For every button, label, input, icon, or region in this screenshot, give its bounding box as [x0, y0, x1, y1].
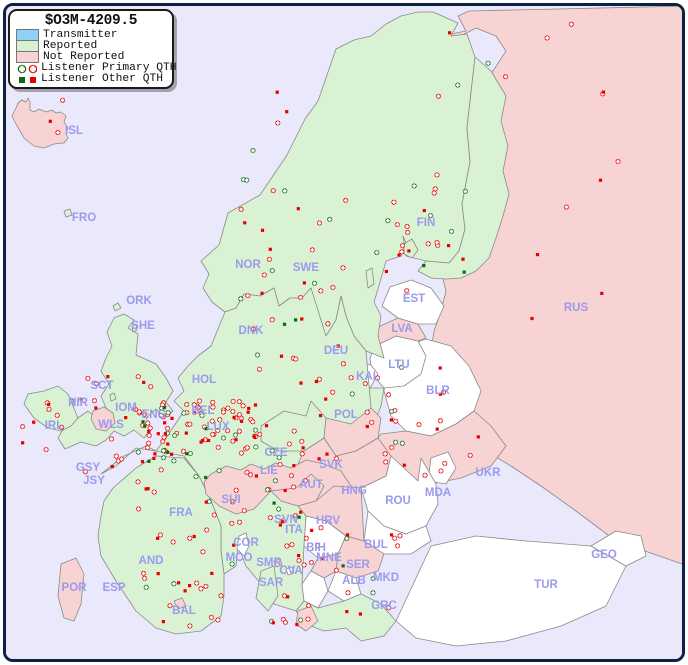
svg-text:SUI: SUI	[221, 494, 240, 506]
svg-text:MDA: MDA	[425, 487, 451, 499]
svg-text:GEO: GEO	[591, 549, 617, 561]
svg-text:COR: COR	[233, 537, 259, 549]
svg-text:BLR: BLR	[426, 385, 450, 397]
svg-text:IOM: IOM	[115, 402, 137, 414]
svg-text:HOL: HOL	[192, 374, 216, 386]
svg-text:FRA: FRA	[169, 507, 193, 519]
svg-text:IRL: IRL	[45, 420, 64, 432]
svg-text:ENG: ENG	[142, 409, 167, 421]
svg-text:DNK: DNK	[239, 325, 265, 337]
svg-text:MNE: MNE	[316, 552, 342, 564]
svg-text:ROU: ROU	[385, 495, 411, 507]
svg-text:LTU: LTU	[388, 359, 410, 371]
svg-text:FIN: FIN	[417, 217, 436, 229]
svg-text:SCT: SCT	[91, 380, 114, 392]
svg-text:BEL: BEL	[192, 405, 215, 417]
svg-text:ESP: ESP	[102, 582, 125, 594]
svg-text:BUL: BUL	[364, 539, 388, 551]
svg-text:EST: EST	[403, 293, 425, 305]
svg-text:SAR: SAR	[259, 577, 284, 589]
svg-text:MCO: MCO	[226, 552, 253, 564]
svg-text:ISL: ISL	[65, 125, 83, 137]
svg-text:MKD: MKD	[373, 572, 399, 584]
svg-text:POL: POL	[334, 409, 358, 421]
svg-text:AND: AND	[139, 555, 164, 567]
svg-text:SER: SER	[346, 559, 370, 571]
svg-text:SHE: SHE	[131, 320, 155, 332]
svg-text:LIE: LIE	[260, 465, 278, 477]
svg-text:AUT: AUT	[299, 479, 323, 491]
svg-text:ALB: ALB	[342, 575, 366, 587]
svg-text:JSY: JSY	[83, 475, 105, 487]
svg-text:DEU: DEU	[324, 345, 348, 357]
svg-text:POR: POR	[62, 582, 88, 594]
svg-text:NOR: NOR	[235, 259, 261, 271]
svg-text:LVA: LVA	[391, 323, 412, 335]
svg-text:WLS: WLS	[98, 419, 124, 431]
svg-text:HRV: HRV	[316, 515, 340, 527]
svg-text:TUR: TUR	[534, 579, 558, 591]
svg-text:GSY: GSY	[76, 462, 101, 474]
svg-text:SWE: SWE	[293, 262, 320, 274]
svg-text:FRO: FRO	[72, 212, 96, 224]
svg-text:UKR: UKR	[476, 467, 502, 479]
svg-text:SVK: SVK	[319, 459, 343, 471]
svg-text:ORK: ORK	[126, 295, 152, 307]
svg-text:GRC: GRC	[371, 600, 397, 612]
svg-text:BAL: BAL	[172, 605, 196, 617]
svg-text:KAL: KAL	[356, 371, 380, 383]
svg-text:CVA: CVA	[279, 565, 302, 577]
svg-text:LUX: LUX	[207, 421, 230, 433]
svg-text:SVN: SVN	[274, 514, 298, 526]
svg-text:RUS: RUS	[564, 302, 589, 314]
svg-text:HNG: HNG	[341, 485, 367, 497]
svg-text:NIR: NIR	[68, 397, 89, 409]
svg-text:CZE: CZE	[265, 447, 288, 459]
